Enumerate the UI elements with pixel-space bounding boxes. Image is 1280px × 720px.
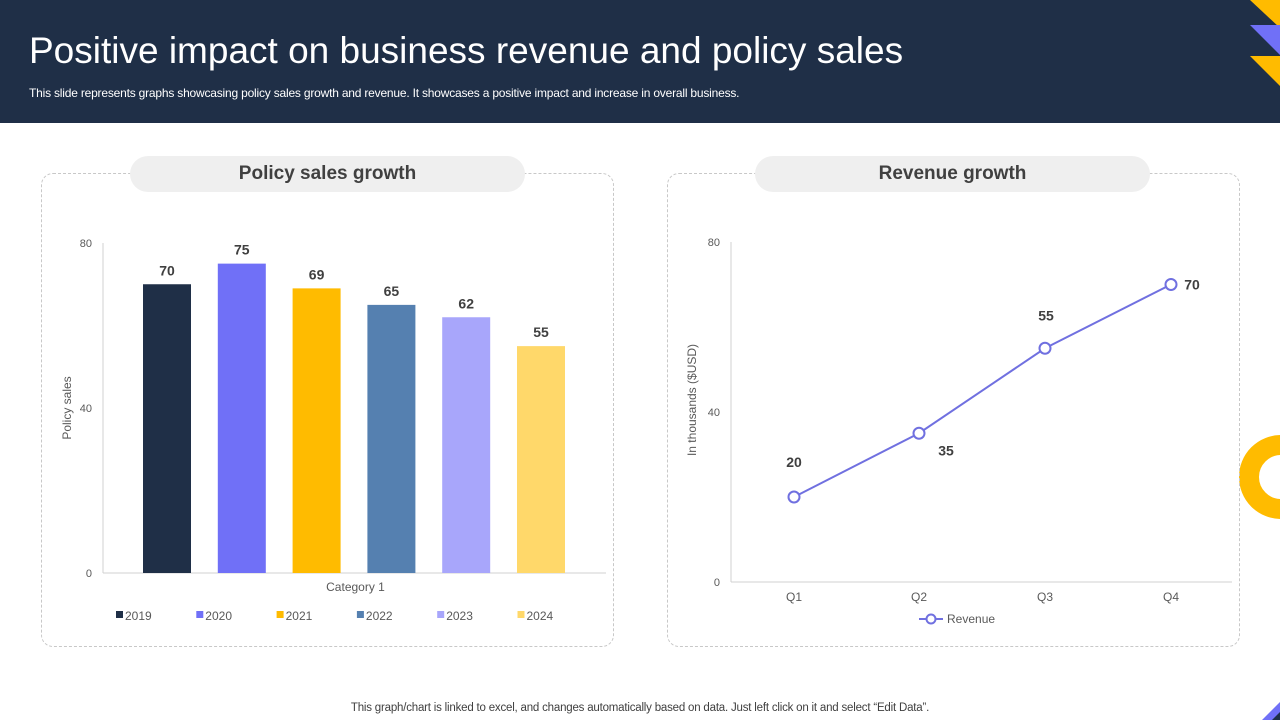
revenue-data-label: 70	[1184, 277, 1200, 293]
bar-data-label: 75	[234, 242, 250, 258]
legend-label: 2019	[125, 609, 152, 623]
line-x-tick-label: Q4	[1163, 590, 1179, 604]
bar-2023	[442, 317, 491, 573]
revenue-data-label: 20	[786, 454, 802, 470]
revenue-point	[912, 426, 926, 440]
corner-decoration	[1250, 0, 1280, 86]
header-bar: Positive impact on business revenue and …	[0, 0, 1280, 123]
line-y-tick-label: 0	[714, 577, 720, 589]
revenue-point	[787, 490, 801, 504]
bar-2022	[367, 304, 416, 573]
legend-swatch-2021	[276, 611, 284, 618]
bar-data-label: 70	[159, 262, 175, 278]
bar-2020	[217, 263, 266, 573]
bar-2024	[517, 346, 565, 573]
revenue-data-label: 55	[1038, 307, 1054, 323]
legend-marker-revenue	[925, 613, 937, 625]
revenue-title: Revenue growth	[755, 156, 1150, 192]
bar-2019	[143, 284, 191, 573]
line-x-tick-label: Q2	[911, 590, 927, 604]
legend-swatch-2020	[196, 611, 204, 618]
line-x-tick-label: Q3	[1037, 590, 1053, 604]
revenue-point	[1038, 341, 1052, 355]
bar-data-label: 69	[309, 266, 325, 282]
revenue-data-label: 35	[938, 442, 954, 458]
legend-swatch-2019	[116, 611, 123, 618]
bar-data-label: 62	[458, 295, 474, 311]
legend-swatch-2024	[517, 611, 525, 618]
bar-x-axis-title: Category 1	[326, 580, 385, 594]
legend-label: 2021	[286, 609, 313, 623]
legend-swatch-2023	[437, 611, 445, 618]
bar-y-tick-label: 40	[80, 403, 92, 415]
bar-y-tick-label: 0	[86, 568, 92, 580]
page-title: Positive impact on business revenue and …	[29, 30, 904, 71]
legend-swatch-2022	[356, 611, 364, 618]
bar-2021	[292, 288, 341, 573]
line-x-tick-label: Q1	[786, 590, 802, 604]
bar-y-tick-label: 80	[80, 238, 92, 250]
bar-data-label: 65	[384, 283, 400, 299]
bar-y-axis-title: Policy sales	[60, 376, 74, 439]
line-y-axis-title: In thousands ($USD)	[685, 344, 699, 456]
revenue-line	[793, 283, 1172, 498]
policy-sales-title: Policy sales growth	[130, 156, 525, 192]
legend-label: 2020	[205, 609, 232, 623]
corner-decoration-bottom	[1262, 702, 1280, 720]
line-y-tick-label: 80	[708, 237, 720, 249]
legend-label: 2024	[527, 609, 554, 623]
bar-data-label: 55	[533, 324, 549, 340]
line-y-tick-label: 40	[708, 407, 720, 419]
legend-label: 2023	[446, 609, 473, 623]
legend-label: 2022	[366, 609, 393, 623]
ring-decoration	[1239, 435, 1280, 519]
footer-note: This graph/chart is linked to excel, and…	[350, 702, 930, 714]
revenue-point	[1164, 278, 1178, 291]
legend-label: Revenue	[947, 612, 995, 626]
page-subtitle: This slide represents graphs showcasing …	[29, 86, 740, 100]
